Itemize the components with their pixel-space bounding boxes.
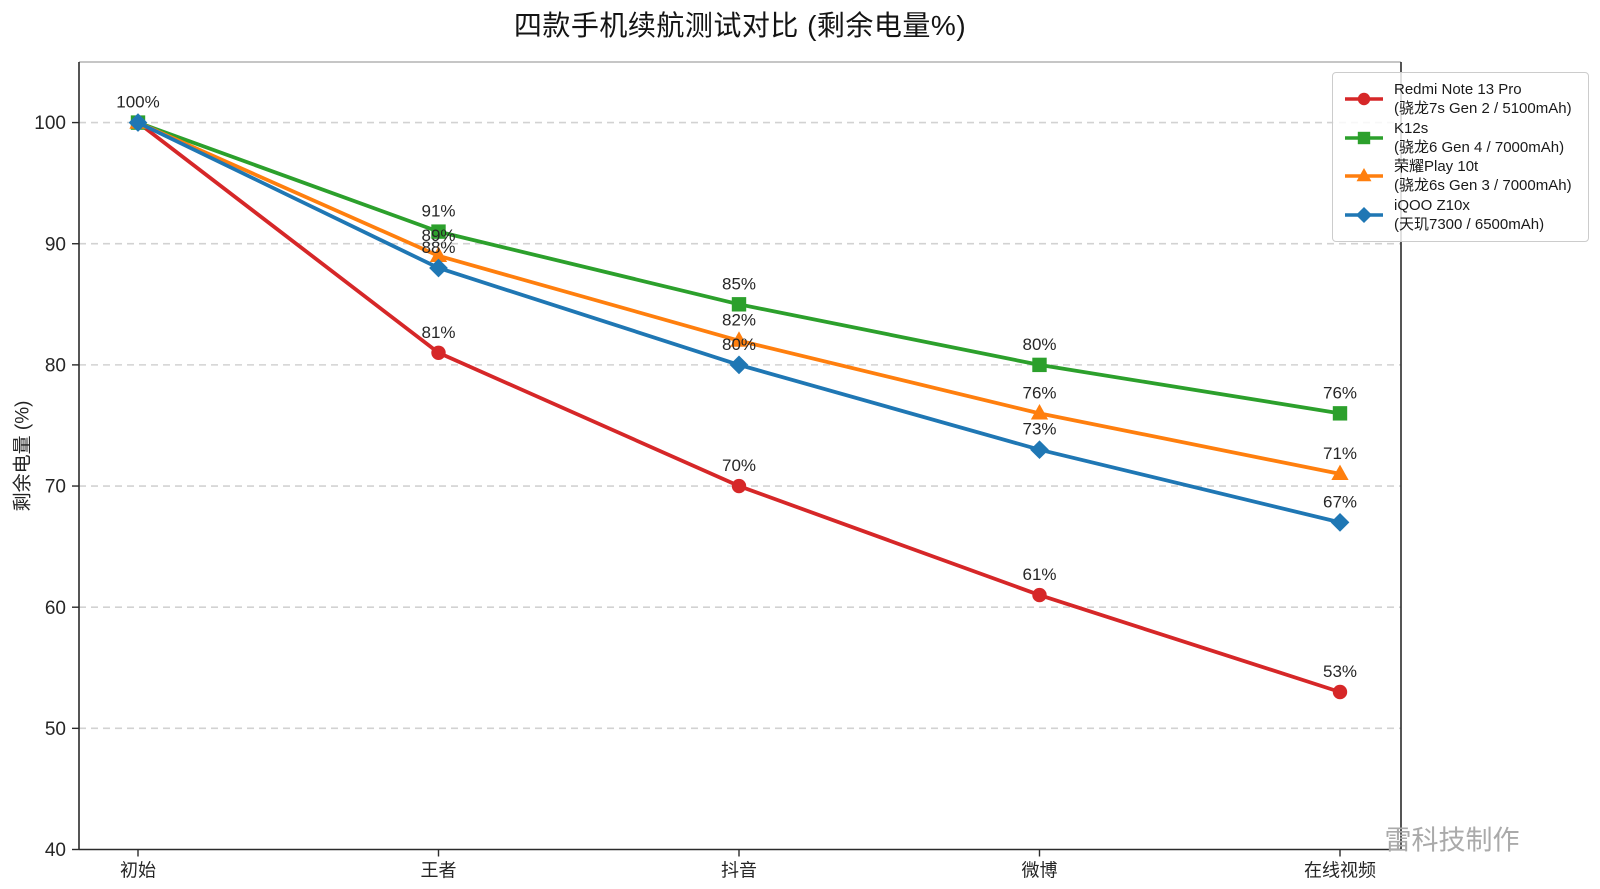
- legend-series-name: iQOO Z10x: [1394, 196, 1470, 214]
- legend-item-0: Redmi Note 13 Pro (骁龙7s Gen 2 / 5100mAh): [1343, 80, 1578, 118]
- data-point-marker: [731, 297, 747, 312]
- data-point-marker: [431, 345, 446, 360]
- legend-triangle-icon: [1345, 168, 1383, 182]
- data-point-marker: [429, 246, 448, 262]
- legend-marker: [1357, 131, 1371, 144]
- data-point-marker: [1331, 464, 1349, 481]
- data-point-label: 73%: [1022, 420, 1056, 439]
- legend-label: K12s (骁龙6 Gen 4 / 7000mAh): [1394, 119, 1564, 157]
- data-point-label: 61%: [1022, 565, 1056, 584]
- data-point-label: 100%: [116, 93, 159, 112]
- data-point-marker: [731, 478, 747, 494]
- data-point-label: 89%: [421, 226, 455, 245]
- legend-series-spec: (骁龙7s Gen 2 / 5100mAh): [1394, 100, 1572, 118]
- legend-marker: [1356, 168, 1372, 182]
- data-point-label: 82%: [722, 311, 756, 330]
- data-point-label: 80%: [722, 335, 756, 354]
- data-point-label: 76%: [1022, 383, 1056, 402]
- y-axis-label: 剩余电量 (%): [12, 400, 34, 512]
- series-1: 91% 85% 80% 76%: [130, 115, 1357, 421]
- data-point-label: 53%: [1323, 662, 1357, 681]
- x-tick-label: 初始: [120, 861, 156, 881]
- data-point-label: 88%: [421, 238, 455, 257]
- legend-series-name: K12s: [1394, 119, 1429, 137]
- y-tick-label: 80: [45, 356, 66, 377]
- legend-label: Redmi Note 13 Pro (骁龙7s Gen 2 / 5100mAh): [1394, 80, 1572, 118]
- legend-item-1: K12s (骁龙6 Gen 4 / 7000mAh): [1343, 119, 1578, 157]
- legend-series-spec: (骁龙6 Gen 4 / 7000mAh): [1394, 138, 1565, 156]
- data-point-label: 91%: [421, 202, 455, 221]
- x-axis: 初始 王者 抖音 微博 在线视频: [120, 849, 1376, 881]
- data-point-marker: [1032, 587, 1047, 603]
- data-point-marker: [729, 355, 749, 375]
- legend-marker: [1357, 92, 1371, 106]
- legend-series-spec: (天玑7300 / 6500mAh): [1394, 215, 1545, 233]
- y-tick-label: 50: [45, 719, 66, 740]
- y-tick-label: 40: [45, 840, 66, 861]
- data-point-marker: [1330, 513, 1350, 532]
- data-point-marker: [128, 113, 148, 132]
- x-tick-label: 微博: [1022, 861, 1058, 881]
- data-point-label: 71%: [1323, 444, 1357, 463]
- data-point-label: 81%: [421, 323, 455, 342]
- data-point-marker: [1032, 357, 1047, 373]
- y-tick-label: 70: [45, 477, 66, 498]
- legend-label: iQOO Z10x (天玑7300 / 6500mAh): [1394, 196, 1544, 234]
- gridlines: [79, 121, 1401, 730]
- x-tick-label: 在线视频: [1304, 861, 1376, 881]
- legend-series-name: Redmi Note 13 Pro: [1394, 81, 1522, 98]
- x-tick-label: 抖音: [721, 861, 757, 881]
- x-tick-label: 王者: [421, 861, 457, 881]
- data-point-label: 85%: [722, 274, 756, 293]
- legend-series-name: 荣耀Play 10t: [1394, 158, 1479, 176]
- chart-title: 四款手机续航测试对比 (剩余电量%): [513, 10, 967, 41]
- series-3: 88% 80% 73% 67%: [128, 113, 1357, 532]
- data-point-label: 70%: [722, 456, 756, 475]
- series-2: 89% 82% 76% 71%: [129, 113, 1357, 481]
- data-point-label: 80%: [1022, 335, 1056, 354]
- legend-series-spec: (骁龙6s Gen 3 / 7000mAh): [1394, 177, 1572, 195]
- legend-circle-icon: [1345, 92, 1383, 106]
- chart-legend: Redmi Note 13 Pro (骁龙7s Gen 2 / 5100mAh) K…: [1332, 72, 1589, 242]
- legend-label: 荣耀Play 10t (骁龙6s Gen 3 / 7000mAh): [1394, 157, 1572, 195]
- data-point-marker: [1030, 403, 1049, 420]
- y-tick-label: 60: [45, 598, 66, 619]
- legend-square-icon: [1345, 131, 1383, 144]
- watermark: 雷科技制作: [1384, 825, 1520, 856]
- data-point-marker: [431, 224, 446, 239]
- y-tick-label: 90: [45, 234, 66, 255]
- data-point-marker: [1332, 406, 1348, 421]
- legend-marker: [1355, 206, 1373, 223]
- legend-item-2: 荣耀Play 10t (骁龙6s Gen 3 / 7000mAh): [1343, 157, 1578, 195]
- y-tick-label: 100: [34, 113, 66, 134]
- data-point-marker: [1332, 684, 1348, 700]
- data-point-label: 67%: [1323, 492, 1357, 511]
- legend-item-3: iQOO Z10x (天玑7300 / 6500mAh): [1343, 196, 1578, 234]
- data-point-marker: [1030, 440, 1049, 460]
- y-axis: 40 50 60 70 80 90 100: [34, 113, 79, 861]
- legend-diamond-icon: [1345, 206, 1383, 223]
- data-point-marker: [429, 258, 448, 278]
- data-point-label: 76%: [1323, 383, 1357, 402]
- data-point-marker: [730, 331, 748, 347]
